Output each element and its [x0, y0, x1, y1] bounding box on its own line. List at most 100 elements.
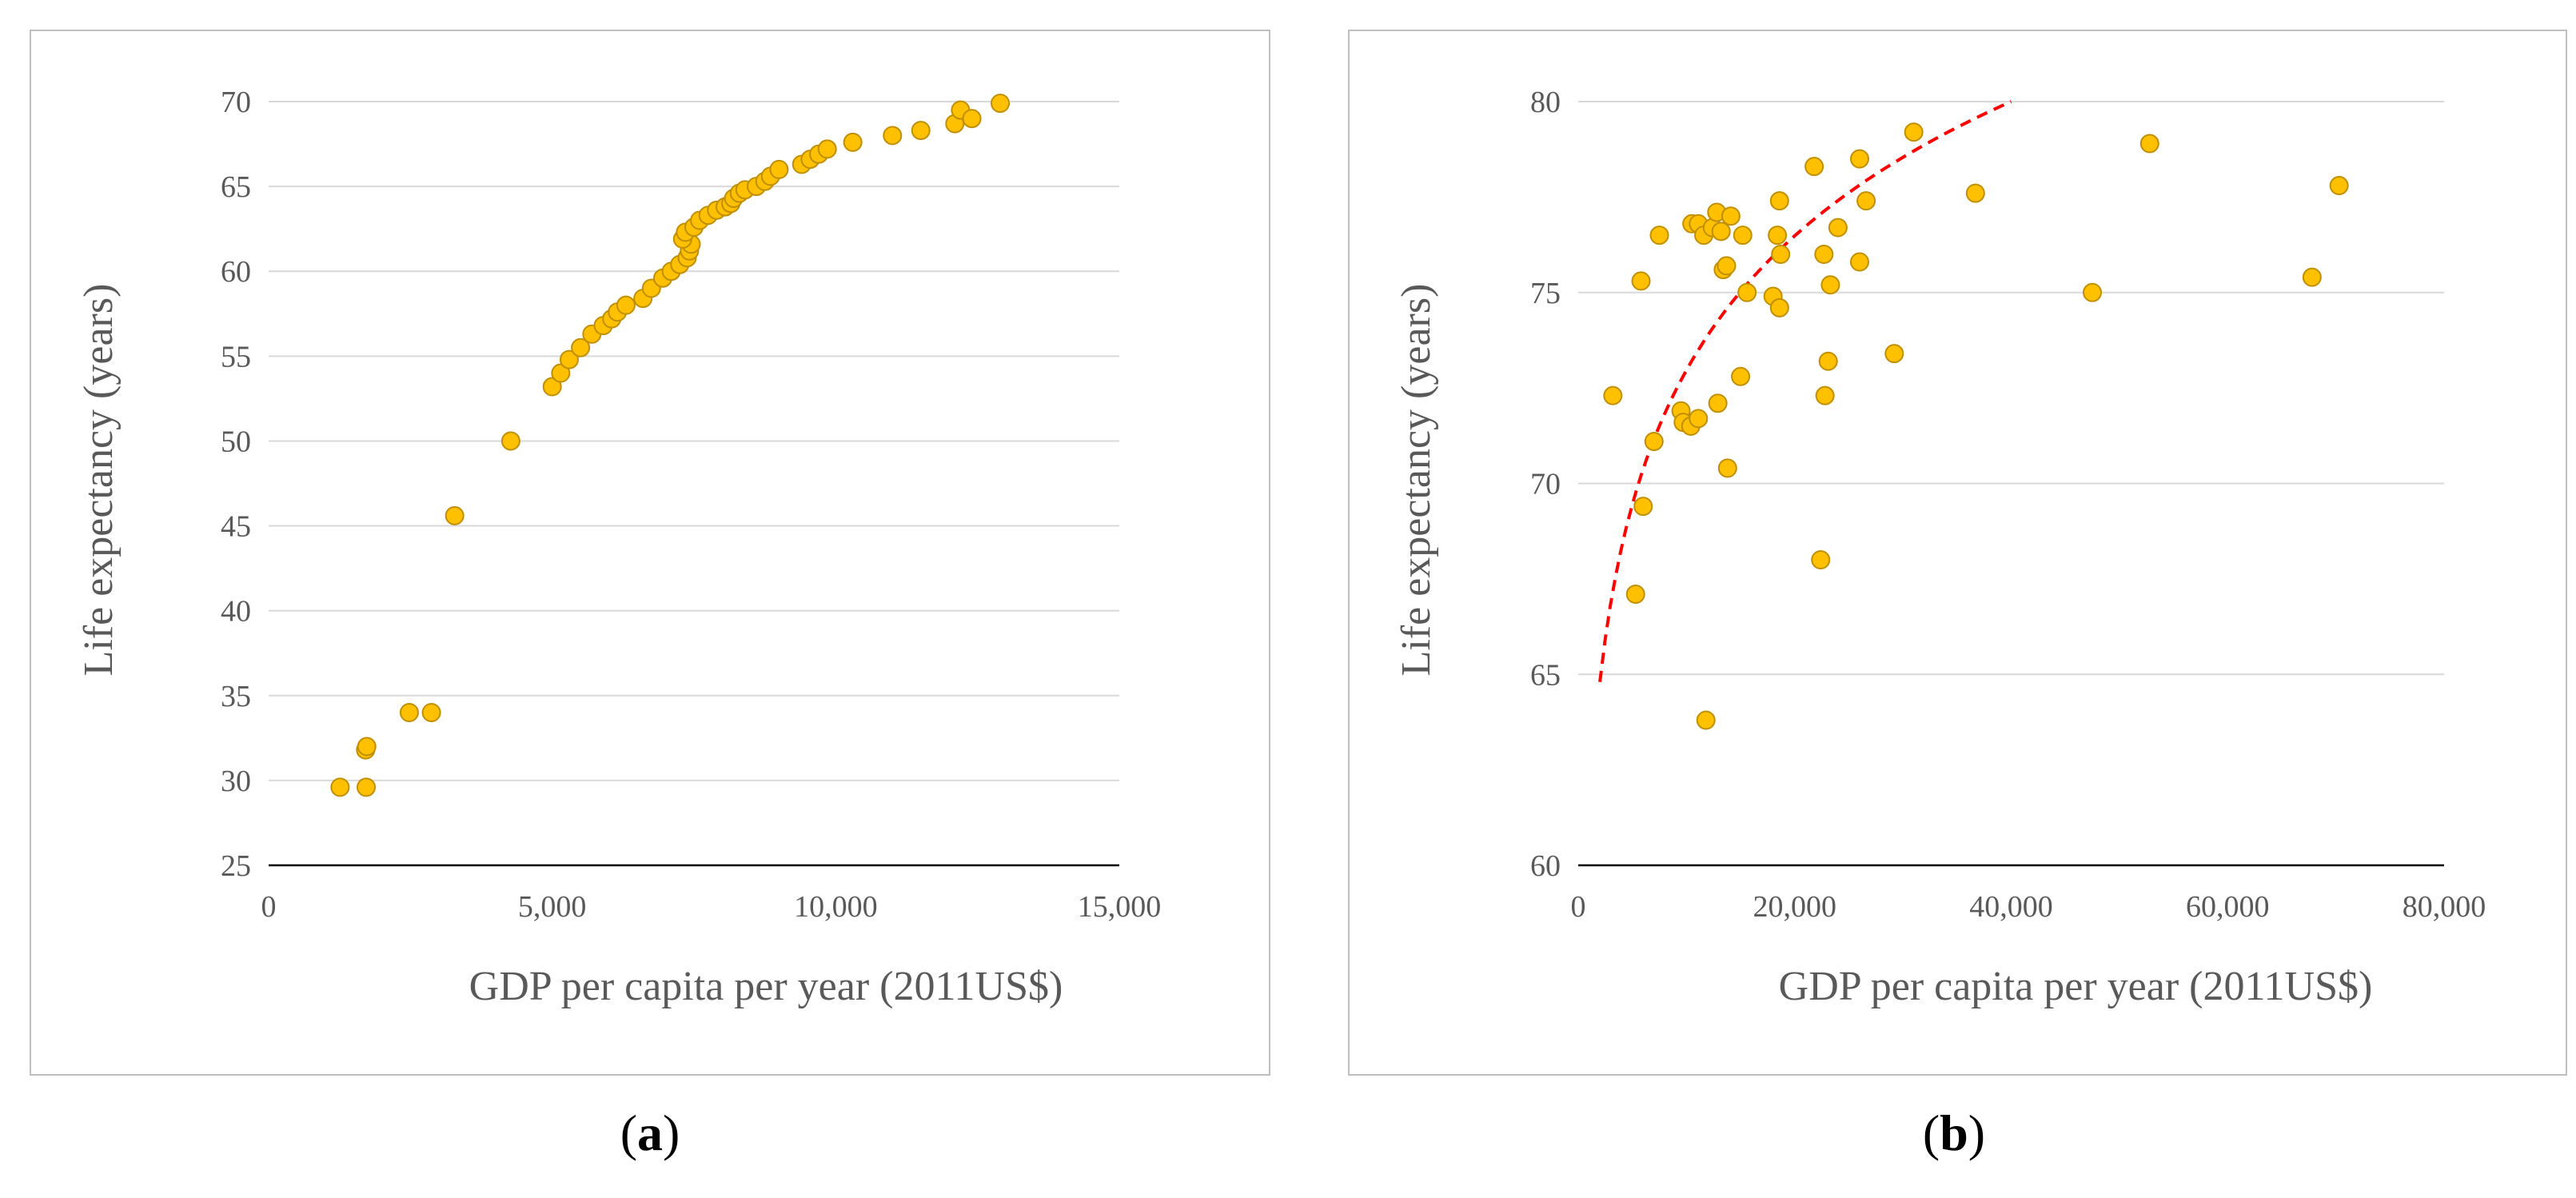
- chart-b-y-tick-labels: 60 65 70 75 80: [1530, 86, 1561, 883]
- data-point: [1717, 256, 1737, 276]
- data-point: [991, 94, 1011, 114]
- x-tick-label: 40,000: [1969, 890, 2053, 924]
- data-point: [357, 777, 377, 797]
- data-point: [571, 337, 591, 357]
- y-tick-label: 55: [221, 340, 251, 373]
- y-tick-label: 25: [221, 849, 251, 883]
- data-point: [1811, 550, 1831, 569]
- x-tick-label: 5,000: [518, 890, 587, 924]
- chart-b-x-axis-title: GDP per capita per year (2011US$): [1779, 964, 2373, 1009]
- data-point: [1849, 149, 1869, 169]
- data-point: [1818, 351, 1838, 371]
- data-point: [421, 703, 441, 722]
- data-point: [1884, 344, 1904, 364]
- data-point: [1804, 157, 1824, 177]
- panel-b-caption: (b): [1874, 1104, 2034, 1163]
- x-tick-label: 10,000: [794, 890, 878, 924]
- x-tick-label: 0: [261, 890, 277, 924]
- chart-a-y-tick-labels: 25 30 35 40 45 50 55 60 65 70: [221, 86, 251, 883]
- data-point: [1856, 191, 1876, 211]
- data-point: [962, 109, 982, 129]
- x-tick-label: 0: [1571, 890, 1586, 924]
- data-point: [357, 737, 377, 757]
- panel-a-caption: (a): [570, 1104, 730, 1163]
- data-point: [1711, 222, 1731, 242]
- data-point: [1737, 282, 1757, 302]
- data-point: [1769, 191, 1789, 211]
- data-point: [2083, 282, 2103, 302]
- data-point: [1644, 431, 1664, 451]
- data-point: [1768, 226, 1788, 246]
- chart-b-x-tick-labels: 0 20,000 40,000 60,000 80,000: [1571, 890, 2486, 924]
- chart-a-x-axis-title: GDP per capita per year (2011US$): [469, 964, 1063, 1009]
- data-point: [1708, 393, 1728, 413]
- data-point: [1631, 271, 1651, 291]
- y-tick-label: 30: [221, 765, 251, 798]
- x-tick-label: 20,000: [1753, 890, 1837, 924]
- panel-b-caption-close: ): [1968, 1104, 1986, 1161]
- data-point: [1771, 245, 1791, 264]
- y-tick-label: 70: [221, 86, 251, 119]
- data-point: [1689, 409, 1709, 429]
- chart-a-y-axis-title: Life expectancy (years): [76, 284, 122, 677]
- data-point: [551, 363, 571, 383]
- data-point: [500, 431, 520, 451]
- data-point: [330, 777, 350, 797]
- y-tick-label: 75: [1530, 277, 1561, 310]
- data-point: [1769, 298, 1789, 317]
- chart-b-y-axis-title: Life expectancy (years): [1394, 284, 1439, 677]
- data-point: [1733, 226, 1753, 246]
- y-tick-label: 45: [221, 510, 251, 544]
- data-point: [1731, 366, 1751, 386]
- y-tick-label: 65: [221, 170, 251, 204]
- data-point: [559, 349, 579, 369]
- data-point: [1815, 385, 1835, 405]
- data-point: [883, 126, 903, 146]
- chart-b-gridlines: [1578, 101, 2444, 676]
- data-point: [911, 121, 931, 141]
- y-tick-label: 60: [1530, 849, 1561, 883]
- chart-b: 60 65 70 75 80 0 20,000 40,000 60,000 80,000 GDP…: [1394, 86, 2486, 1009]
- data-point: [1696, 710, 1716, 730]
- data-point: [1721, 206, 1741, 226]
- data-point: [542, 377, 562, 397]
- y-tick-label: 35: [221, 680, 251, 713]
- chart-a-gridlines: [269, 101, 1119, 781]
- y-tick-label: 65: [1530, 658, 1561, 692]
- panel-a-caption-close: ): [663, 1104, 680, 1161]
- chart-b-points: [1603, 122, 2349, 730]
- data-point: [817, 139, 837, 159]
- panel-a-frame: [30, 30, 1270, 1076]
- data-point: [1625, 584, 1645, 604]
- data-point: [1717, 458, 1737, 478]
- data-point: [1904, 122, 1924, 142]
- data-point: [616, 295, 636, 315]
- y-tick-label: 50: [221, 425, 251, 458]
- data-point: [1814, 245, 1834, 264]
- data-point: [1828, 218, 1848, 238]
- panel-b-frame: [1348, 30, 2567, 1076]
- data-point: [1649, 226, 1669, 246]
- data-point: [1603, 385, 1623, 405]
- chart-a-x-tick-labels: 0 5,000 10,000 15,000: [261, 890, 1162, 924]
- data-point: [1633, 497, 1653, 517]
- data-point: [2329, 176, 2349, 196]
- data-point: [399, 703, 419, 722]
- data-point: [1965, 183, 1985, 203]
- x-tick-label: 60,000: [2186, 890, 2270, 924]
- x-tick-label: 80,000: [2403, 890, 2486, 924]
- chart-a-points: [330, 94, 1011, 797]
- data-point: [2302, 267, 2322, 287]
- x-tick-label: 15,000: [1078, 890, 1162, 924]
- data-point: [1849, 252, 1869, 272]
- y-tick-label: 80: [1530, 86, 1561, 119]
- data-point: [1820, 275, 1840, 295]
- panel-a-caption-letter: a: [637, 1104, 663, 1161]
- data-point: [769, 159, 789, 179]
- y-tick-label: 60: [221, 255, 251, 289]
- y-tick-label: 70: [1530, 468, 1561, 501]
- data-point: [445, 505, 465, 525]
- data-point: [2139, 134, 2159, 154]
